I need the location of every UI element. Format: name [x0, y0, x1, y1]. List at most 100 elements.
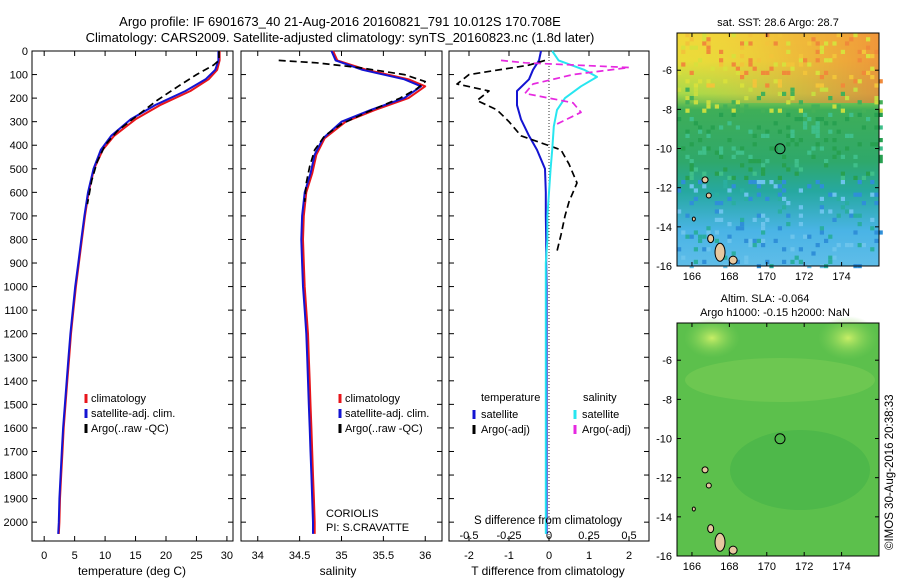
- sst-pixel: [685, 96, 690, 101]
- sst-pixel: [731, 62, 736, 67]
- sst-pixel: [874, 238, 879, 243]
- island-shape: [714, 532, 726, 552]
- lat-tick-label: -12: [656, 183, 672, 195]
- s-tick-label: 0.5: [621, 530, 636, 542]
- s-difference-label: S difference from climatology: [474, 515, 622, 527]
- figure-subtitle: Climatology: CARS2009. Satellite-adjuste…: [86, 30, 595, 45]
- sst-pixel: [702, 259, 707, 264]
- legend-label: Argo(..raw -QC): [345, 423, 423, 435]
- sst-pixel: [706, 230, 711, 235]
- island-shape: [728, 545, 738, 555]
- sst-pixel: [861, 243, 866, 248]
- sst-pixel: [731, 154, 736, 159]
- sst-pixel: [811, 91, 816, 96]
- sst-pixel: [807, 117, 812, 122]
- x-tick-label: 34.5: [289, 550, 310, 562]
- lon-tick-label: 168: [720, 271, 738, 283]
- sst-pixel: [866, 54, 871, 59]
- sst-pixel: [740, 62, 745, 67]
- sst-pixel: [786, 213, 791, 218]
- sst-pixel: [836, 104, 841, 109]
- sst-pixel: [769, 146, 774, 151]
- sst-pixel: [761, 108, 766, 113]
- lat-tick-label: -6: [662, 355, 672, 367]
- sst-pixel: [777, 196, 782, 201]
- sst-pixel: [681, 62, 686, 67]
- sst-pixel: [782, 154, 787, 159]
- sst-pixel: [798, 222, 803, 227]
- sst-pixel: [878, 112, 883, 117]
- sst-pixel: [693, 196, 698, 201]
- sst-pixel: [723, 180, 728, 185]
- sst-pixel: [677, 66, 682, 71]
- sst-pixel: [689, 175, 694, 180]
- sst-pixel: [790, 234, 795, 239]
- sst-pixel: [849, 213, 854, 218]
- sst-pixel: [819, 230, 824, 235]
- sst-pixel: [853, 192, 858, 197]
- x-tick-label: 30: [221, 550, 233, 562]
- sst-pixel: [786, 41, 791, 46]
- sst-pixel: [874, 192, 879, 197]
- sst-pixel: [782, 188, 787, 193]
- x-tick-label: 5: [72, 550, 78, 562]
- x-tick-label: 34: [252, 550, 264, 562]
- sst-pixel: [786, 201, 791, 206]
- sst-pixel: [723, 184, 728, 189]
- sst-pixel: [819, 75, 824, 80]
- sst-pixel: [874, 230, 879, 235]
- island-shape: [691, 506, 696, 512]
- sst-pixel: [706, 100, 711, 105]
- sst-pixel: [735, 66, 740, 71]
- sst-pixel: [811, 129, 816, 134]
- lat-tick-label: -8: [662, 394, 672, 406]
- sst-pixel: [756, 58, 761, 63]
- sst-pixel: [677, 117, 682, 122]
- sst-pixel: [698, 125, 703, 130]
- series-line-salinity-argo-adj-: [500, 59, 630, 125]
- difference-axes: [448, 50, 650, 542]
- sst-pixel: [685, 100, 690, 105]
- sst-pixel: [836, 213, 841, 218]
- sst-pixel: [870, 75, 875, 80]
- salinity-ticks: 34 34.5 35 35.5 36: [241, 50, 442, 562]
- imos-stamp: ©IMOS 30-Aug-2016 20:38:33: [884, 394, 896, 550]
- sst-pixel: [878, 230, 883, 235]
- sst-pixel: [723, 66, 728, 71]
- depth-tick-label: 200: [10, 93, 28, 105]
- sst-pixel: [689, 70, 694, 75]
- sst-pixel: [819, 87, 824, 92]
- difference-panel: -2 -1 0 1 2 -0.5 -0.25 0 0.25 0.5 temperature sali…: [448, 50, 650, 578]
- sst-pixel: [740, 150, 745, 155]
- sst-pixel: [723, 167, 728, 172]
- sst-pixel: [832, 255, 837, 260]
- sst-pixel: [727, 234, 732, 239]
- sst-pixel: [693, 45, 698, 50]
- sst-pixel: [870, 142, 875, 147]
- sst-pixel: [824, 163, 829, 168]
- sst-pixel: [735, 226, 740, 231]
- sst-pixel: [761, 226, 766, 231]
- sst-pixel: [706, 79, 711, 84]
- sst-pixel: [815, 117, 820, 122]
- sst-pixel: [811, 154, 816, 159]
- sst-pixel: [798, 108, 803, 113]
- sst-pixel: [840, 196, 845, 201]
- sst-pixel: [773, 121, 778, 126]
- sst-pixel: [840, 205, 845, 210]
- sst-pixel: [824, 87, 829, 92]
- legend-label: climatology: [91, 393, 147, 405]
- sst-pixel: [849, 37, 854, 42]
- x-tick-label: 15: [129, 550, 141, 562]
- sst-pixel: [870, 217, 875, 222]
- sst-pixel: [727, 175, 732, 180]
- sst-pixel: [761, 70, 766, 75]
- sst-pixel: [857, 100, 862, 105]
- sst-pixel: [836, 129, 841, 134]
- sst-pixel: [815, 133, 820, 138]
- sst-pixel: [761, 171, 766, 176]
- sst-pixel: [832, 54, 837, 59]
- sst-pixel: [702, 150, 707, 155]
- sst-pixel: [769, 54, 774, 59]
- sst-pixel: [777, 79, 782, 84]
